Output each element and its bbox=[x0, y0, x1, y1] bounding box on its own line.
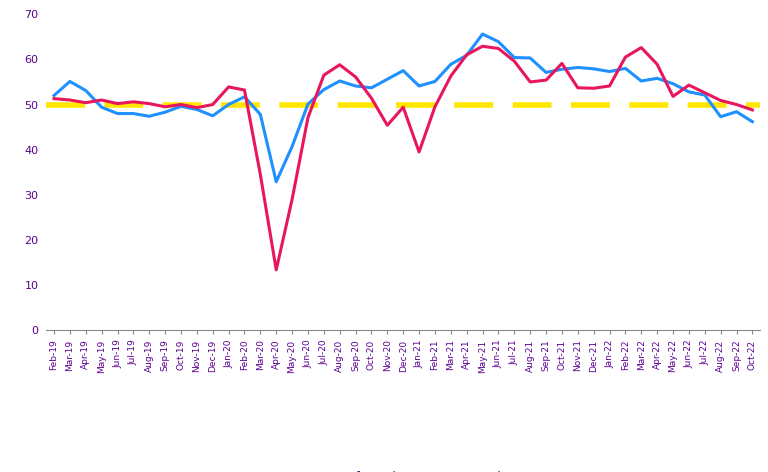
Legend: Manufacturing, Services: Manufacturing, Services bbox=[280, 465, 527, 472]
